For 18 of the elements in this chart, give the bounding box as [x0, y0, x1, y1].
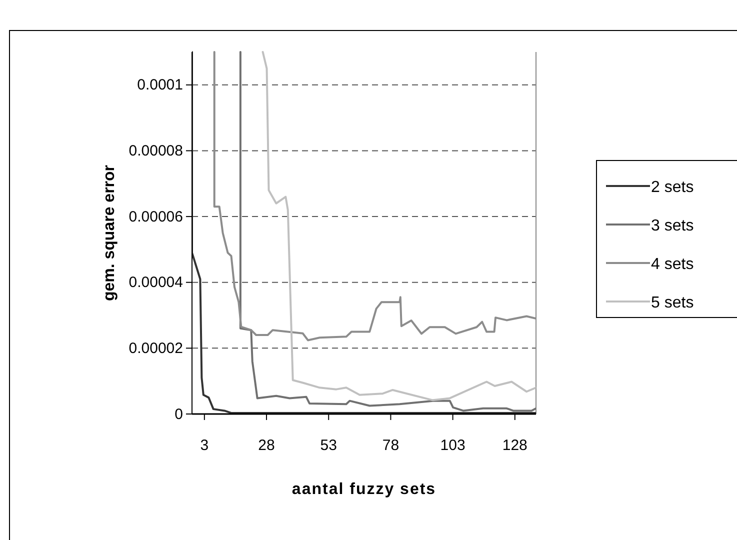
- y-tick-label: 0.00004: [128, 274, 183, 292]
- x-axis-title: aantal fuzzy sets: [292, 481, 436, 498]
- legend-label: 4 sets: [651, 256, 694, 273]
- y-tick-label: 0: [174, 406, 183, 423]
- y-tick-label: 0.00002: [128, 340, 183, 357]
- x-tick-label: 28: [258, 437, 275, 454]
- y-axis-title: gem. square error: [101, 164, 118, 302]
- y-tick-label: 0.0001: [137, 76, 183, 94]
- x-tick-label: 78: [382, 437, 400, 454]
- y-tick-label: 0.00006: [128, 208, 183, 226]
- x-tick-label: 53: [320, 437, 337, 454]
- x-tick-label: 128: [502, 437, 528, 454]
- y-tick-label: 0.00008: [128, 142, 183, 160]
- legend-label: 2 sets: [651, 179, 694, 196]
- x-tick-label: 103: [440, 437, 466, 454]
- legend-label: 3 sets: [651, 218, 694, 234]
- legend-label: 5 sets: [651, 294, 694, 312]
- x-tick-label: 3: [200, 437, 209, 454]
